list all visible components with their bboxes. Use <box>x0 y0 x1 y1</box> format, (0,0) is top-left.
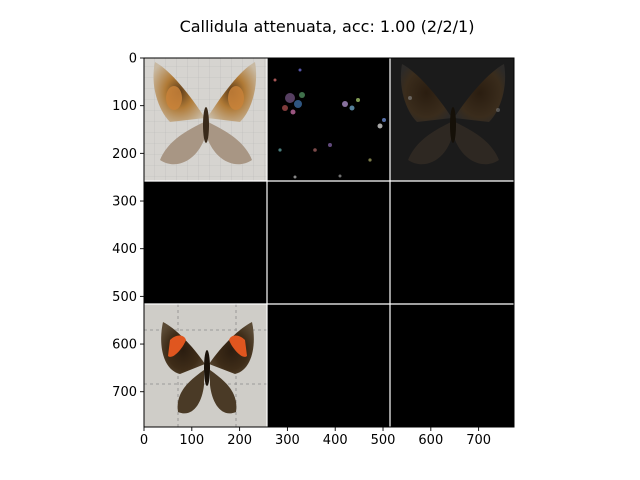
x-tick-label: 300 <box>275 433 300 448</box>
x-tick-label: 100 <box>179 433 204 448</box>
panel-reference-specimen <box>144 304 267 427</box>
y-tick-label: 700 <box>112 385 137 400</box>
x-tick-label: 500 <box>371 433 396 448</box>
x-tick-label: 0 <box>140 433 148 448</box>
y-tick-label: 600 <box>112 338 137 353</box>
chart-title: Callidula attenuata, acc: 1.00 (2/2/1) <box>180 17 475 36</box>
panel-original-specimen <box>144 58 267 181</box>
y-tick-label: 200 <box>112 147 137 162</box>
y-tick-label: 100 <box>112 99 137 114</box>
axes-frame <box>143 57 515 428</box>
plot-area <box>143 57 515 428</box>
x-tick-label: 200 <box>227 433 252 448</box>
y-tick-label: 500 <box>112 290 137 305</box>
panel-separators <box>144 58 514 427</box>
x-tick-label: 600 <box>418 433 443 448</box>
y-axis: 0 100 200 300 400 500 600 700 <box>112 52 144 400</box>
x-tick-label: 700 <box>466 433 491 448</box>
x-axis: 0 100 200 300 400 500 600 700 <box>140 427 491 448</box>
y-tick-label: 400 <box>112 242 137 257</box>
panel-saliency-map <box>267 58 390 181</box>
x-tick-label: 400 <box>323 433 348 448</box>
y-tick-label: 0 <box>129 52 137 67</box>
y-tick-label: 300 <box>112 195 137 210</box>
saliency-speckles <box>273 68 386 179</box>
panel-overlay <box>390 58 514 181</box>
